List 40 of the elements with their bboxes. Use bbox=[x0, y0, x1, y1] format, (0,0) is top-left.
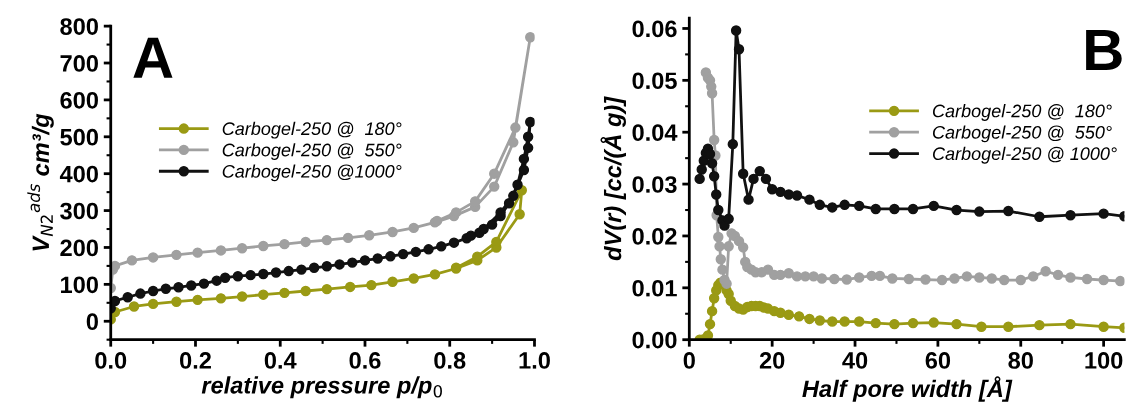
y-tick-label: 0.05 bbox=[632, 72, 677, 90]
y-tick-label: 0 bbox=[86, 313, 98, 331]
legend-label: Carbogel-250 @ 180° bbox=[222, 121, 402, 139]
y-tick-label: 700 bbox=[60, 55, 98, 72]
x-tick-label: 0.8 bbox=[434, 352, 466, 369]
x-tick-label: 0.4 bbox=[264, 352, 297, 369]
chart-title: A bbox=[133, 37, 173, 78]
y-tick-label: 400 bbox=[59, 165, 98, 183]
y-tick-label: 200 bbox=[60, 239, 98, 257]
x-tick-label: 0.6 bbox=[349, 352, 381, 369]
y-tick-label: 0.01 bbox=[632, 279, 677, 297]
x-tick-label: 60 bbox=[925, 352, 951, 369]
x-tick-label: 1.0 bbox=[519, 352, 550, 369]
y-tick-label: 500 bbox=[60, 128, 98, 146]
y-tick-label: 600 bbox=[60, 91, 98, 109]
x-tick-label: 80 bbox=[1008, 352, 1033, 369]
x-tick-label: 0.2 bbox=[180, 352, 211, 369]
y-axis-title: V$_{N2}$$^{ads}$ cm³/g bbox=[27, 113, 54, 251]
y-tick-label: 0.06 bbox=[632, 20, 677, 38]
x-tick-label: 0 bbox=[683, 352, 695, 369]
x-tick-label: 100 bbox=[1085, 352, 1123, 369]
chart-title: B bbox=[1086, 29, 1122, 71]
y-tick-label: 0.04 bbox=[632, 124, 678, 141]
y-axis-title: dV(r) [cc/(Å g)] bbox=[600, 96, 626, 261]
y-tick-label: 300 bbox=[60, 202, 98, 220]
y-tick-label: 0.02 bbox=[632, 228, 677, 245]
y-tick-label: 800 bbox=[60, 18, 98, 35]
legend-label: Carbogel-250 @ 550° bbox=[932, 125, 1112, 143]
legend-label: Carbogel-250 @ 1000° bbox=[932, 146, 1117, 164]
x-tick-label: 40 bbox=[842, 352, 868, 369]
y-tick-label: 0.00 bbox=[632, 331, 677, 349]
x-tick-label: 0.0 bbox=[95, 352, 127, 369]
x-tick-label: 20 bbox=[759, 352, 785, 369]
y-tick-label: 0.03 bbox=[632, 176, 677, 193]
legend-label: Carbogel-250 @ 550° bbox=[222, 143, 402, 160]
x-axis-title: Half pore width [Å] bbox=[802, 376, 1013, 402]
y-tick-label: 100 bbox=[61, 276, 98, 294]
legend-label: Carbogel-250 @1000° bbox=[222, 164, 402, 182]
x-axis-title: relative pressure p/p$_{0}$ bbox=[201, 376, 442, 399]
legend-label: Carbogel-250 @ 180° bbox=[932, 104, 1112, 121]
